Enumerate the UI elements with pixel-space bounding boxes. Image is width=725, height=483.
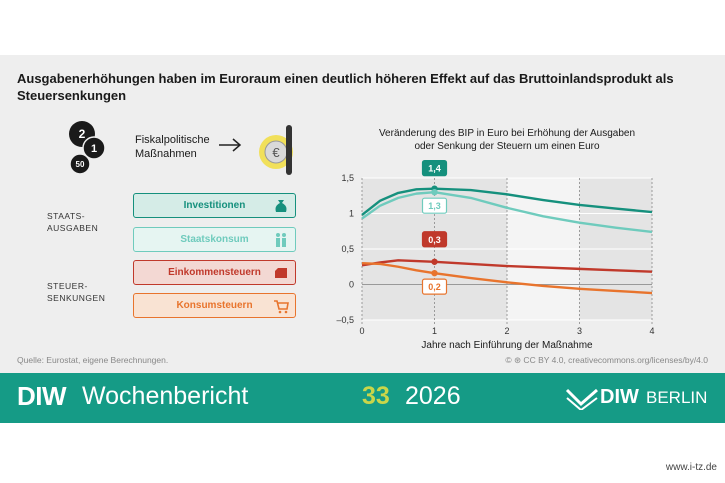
series-line-2 bbox=[361, 259, 653, 273]
shopping-cart-icon bbox=[274, 300, 289, 314]
people-icon bbox=[276, 233, 286, 247]
coin-label-1: 2 bbox=[79, 127, 86, 141]
line-chart: Veränderung des BIP in Euro bei Erhöhung… bbox=[336, 128, 654, 351]
footer-logo-diw: DIW bbox=[600, 386, 639, 408]
x-tick-label: 2 bbox=[504, 326, 509, 336]
box-label: Staatskonsum bbox=[180, 234, 249, 245]
box-label: Investitionen bbox=[183, 200, 246, 211]
data-point-2 bbox=[431, 258, 438, 265]
data-label-1: 1,3 bbox=[428, 201, 441, 211]
y-tick-label: 1,5 bbox=[341, 173, 354, 183]
diw-logo-icon bbox=[565, 388, 598, 410]
footer-logo-berlin: BERLIN bbox=[646, 388, 708, 407]
box-investitionen: Investitionen bbox=[133, 193, 296, 218]
data-label-box-1 bbox=[421, 197, 448, 214]
x-tick-label: 4 bbox=[649, 326, 654, 336]
data-label-2: 0,3 bbox=[428, 235, 441, 245]
box-staatskonsum: Staatskonsum bbox=[133, 227, 296, 252]
y-tick-label: 0,5 bbox=[341, 244, 354, 254]
chart-title-line-2: oder Senkung der Steuern um einen Euro bbox=[414, 141, 600, 152]
y-tick-label: 0 bbox=[349, 280, 354, 290]
data-point-1 bbox=[431, 189, 438, 196]
coin-label-2: 1 bbox=[91, 143, 97, 155]
box-label: Einkommensteuern bbox=[168, 267, 261, 278]
footer-year: 2026 bbox=[405, 382, 461, 410]
money-bag-icon bbox=[275, 200, 287, 212]
group-label-taxes: STEUER- SENKUNGEN bbox=[47, 281, 106, 303]
coins-icon: 2 1 50 bbox=[69, 121, 106, 175]
series-line-3 bbox=[361, 262, 653, 295]
watermark: www.i-tz.de bbox=[665, 462, 717, 473]
arrow-right-icon bbox=[219, 138, 242, 152]
box-konsumsteuern: Konsumsteuern bbox=[133, 293, 296, 318]
license-note: © ⊛ CC BY 4.0, creativecommons.org/licen… bbox=[505, 355, 708, 365]
data-point-3 bbox=[431, 269, 438, 277]
wallet-icon bbox=[275, 268, 287, 278]
data-label-0: 1,4 bbox=[428, 164, 441, 174]
euro-coin-slot-icon: € bbox=[259, 125, 293, 175]
x-tick-label: 1 bbox=[432, 326, 437, 336]
series-line-0 bbox=[361, 187, 653, 216]
fiscal-label: Fiskalpolitische Maßnahmen bbox=[135, 134, 210, 160]
data-label-box-0 bbox=[421, 160, 448, 177]
series-line-1 bbox=[361, 190, 653, 234]
y-tick-label: –0,5 bbox=[336, 315, 354, 325]
y-tick-label: 1 bbox=[349, 209, 354, 219]
x-axis-label: Jahre nach Einführung der Maßnahme bbox=[421, 340, 593, 351]
footer-banner: DIW Wochenbericht 33 2026 DIW BERLIN bbox=[0, 373, 725, 423]
page-title: Ausgabenerhöhungen haben im Euroraum ein… bbox=[17, 71, 674, 103]
box-einkommensteuern: Einkommensteuern bbox=[133, 260, 296, 285]
x-tick-label: 3 bbox=[577, 326, 582, 336]
x-tick-label: 0 bbox=[359, 326, 364, 336]
coin-label-3: 50 bbox=[76, 160, 85, 169]
svg-text:€: € bbox=[272, 145, 280, 160]
source-note: Quelle: Eurostat, eigene Berechnungen. bbox=[17, 355, 169, 365]
data-label-box-3 bbox=[421, 278, 448, 295]
box-label: Konsumsteuern bbox=[176, 300, 253, 311]
chart-title-line-1: Veränderung des BIP in Euro bei Erhöhung… bbox=[379, 128, 635, 139]
footer-brand: DIW bbox=[17, 381, 67, 411]
group-label-spending: STAATS- AUSGABEN bbox=[47, 211, 99, 233]
footer-publication: Wochenbericht bbox=[82, 382, 249, 410]
data-label-3: 0,2 bbox=[428, 282, 441, 292]
footer-issue: 33 bbox=[362, 382, 390, 410]
data-label-box-2 bbox=[421, 231, 448, 248]
